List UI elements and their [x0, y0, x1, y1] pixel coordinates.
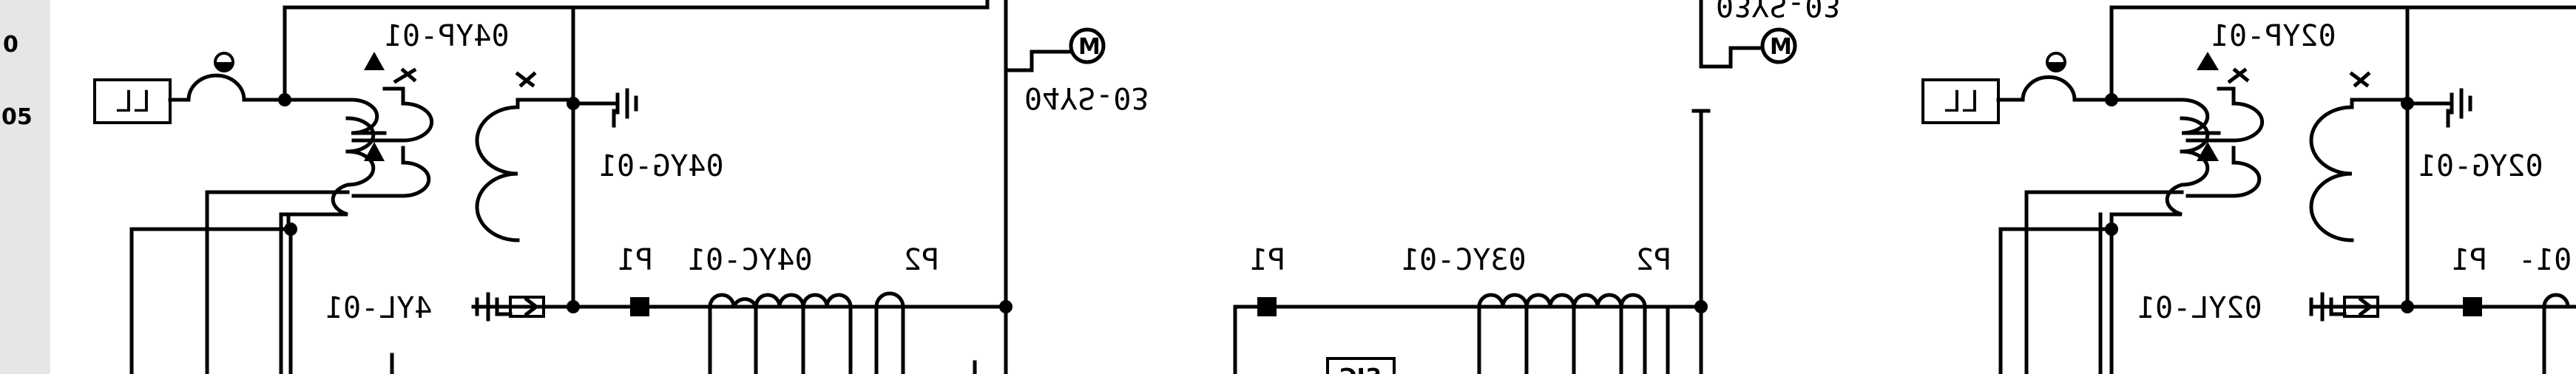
left-panel-text-bottom: 05	[1, 104, 33, 130]
unit-03-port-p1: P1	[1250, 243, 1285, 277]
unit-03-motor-symbol	[1760, 27, 1797, 64]
unit-04-pipe-label: 04YP-01	[385, 19, 510, 53]
unit-02-sensor-symbol	[2309, 292, 2347, 322]
unit-04-coil-upper	[283, 98, 387, 135]
unit-03-motor-label: 03YS-03	[1716, 0, 1841, 22]
unit-04-gauge-label: 04YG-01	[599, 149, 724, 183]
unit-03-box-label: SIG	[1339, 364, 1381, 374]
unit-02-secondary-coil	[2309, 98, 2410, 242]
unit-04-triangle-upper	[364, 52, 385, 70]
unit-02-lower-wires	[1998, 190, 2184, 374]
unit-02-coil-label: 01-	[2518, 243, 2572, 277]
left-panel-text-top: 0	[3, 32, 18, 58]
unit-02: LL 02YP-01 02YG-01 P1 01- 02YL-01	[1921, 5, 2576, 374]
unit-02-gauge-label: 02YG-01	[2418, 149, 2543, 183]
unit-03-box	[1326, 357, 1396, 374]
unit-02-thermal-switch	[1996, 75, 2114, 102]
unit-04-motor-letter: M	[1078, 34, 1101, 60]
unit-04-coil-lower	[279, 149, 376, 217]
unit-03-port-p2: P2	[1636, 243, 1671, 277]
unit-02-ground-symbol	[2405, 88, 2472, 128]
unit-04-top-wire	[283, 0, 990, 102]
unit-02-sensor-label: 02YL-01	[2137, 291, 2262, 325]
unit-04-motor-wire	[1004, 0, 1071, 72]
unit-04-lower-wires	[129, 0, 1008, 374]
unit-02-port-p1-node	[2463, 297, 2482, 316]
unit-02-pipe-label: 02YP-01	[2211, 19, 2336, 53]
unit-02-coil-lower	[2109, 146, 2262, 217]
unit-02-triangle-upper	[2197, 52, 2219, 70]
unit-04-coil-upper-b	[345, 116, 376, 154]
unit-03-port-p1-node	[1257, 297, 1277, 316]
unit-03: 03YS-03 M P1 03YC-01 P2 SIG	[1233, 0, 1841, 374]
unit-04-motor-label: 04YS-03	[1024, 81, 1149, 115]
unit-04-motor-symbol	[1069, 27, 1106, 64]
unit-02-top-wire	[2109, 5, 2576, 102]
unit-04-coil-label: 04YC-01	[688, 243, 813, 277]
unit-04-ground-symbol	[571, 88, 638, 119]
unit-04-secondary-coil	[475, 105, 520, 242]
unit-03-coil-humps	[1477, 293, 1670, 374]
left-panel	[0, 0, 50, 374]
unit-04-port-p1-node	[630, 297, 649, 316]
unit-04: LL 04YP-01 04YG-01 P1 04YC-01 P2 4YL-01	[93, 0, 1149, 374]
unit-02-port-p1: P1	[2452, 243, 2487, 277]
unit-03-motor-wire	[1699, 0, 1762, 69]
unit-04-triangle-lower	[364, 142, 385, 161]
unit-02-coil-upper	[2109, 98, 2221, 154]
unit-04-port-p2: P2	[904, 243, 939, 277]
unit-04-sensor-label: 4YL-01	[325, 291, 433, 325]
unit-03-coil-label: 03YC-01	[1402, 243, 1527, 277]
unit-04-thermal-switch	[168, 73, 287, 102]
unit-04-coil-humps	[708, 291, 905, 374]
unit-04-ll-label: LL	[115, 85, 151, 119]
unit-02-ll-label: LL	[1944, 85, 1979, 119]
unit-04-port-p1: P1	[618, 243, 653, 277]
unit-04-sensor-symbol	[475, 292, 513, 322]
unit-03-motor-letter: M	[1770, 34, 1792, 60]
